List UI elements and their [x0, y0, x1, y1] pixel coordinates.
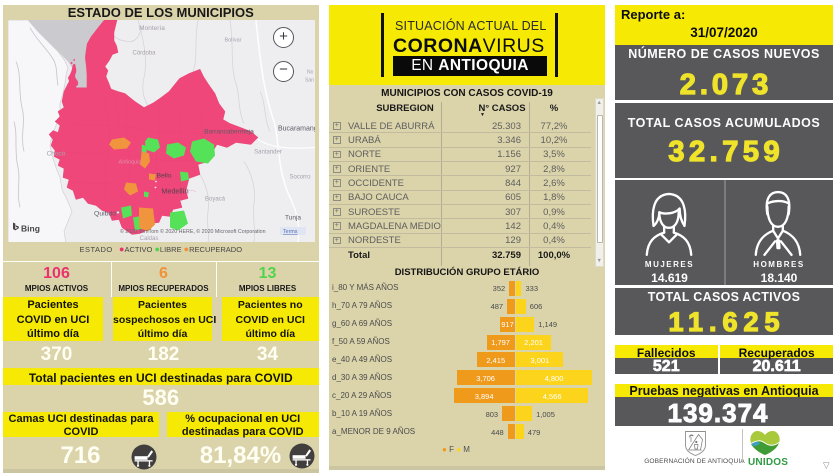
- svg-text:Barrancabermeja: Barrancabermeja: [204, 128, 254, 135]
- svg-text:© 2020 TomTom © 2020 HERE, © 2: © 2020 TomTom © 2020 HERE, © 2020 Micros…: [120, 228, 266, 235]
- svg-text:Medellín: Medellín: [161, 186, 188, 195]
- svg-text:Montería: Montería: [139, 25, 165, 32]
- svg-text:No: No: [307, 69, 314, 75]
- svg-text:Quibdó: Quibdó: [94, 210, 116, 217]
- svg-text:Bing: Bing: [21, 223, 40, 233]
- svg-text:Santander: Santander: [254, 149, 282, 155]
- svg-text:San: San: [305, 77, 314, 83]
- svg-text:Terms: Terms: [283, 229, 298, 235]
- svg-text:Socorro: Socorro: [289, 174, 311, 180]
- svg-text:Bolívar: Bolívar: [224, 37, 241, 43]
- svg-text:Córdoba: Córdoba: [132, 50, 156, 56]
- svg-text:Bello: Bello: [156, 172, 171, 179]
- svg-text:Boyacá: Boyacá: [205, 196, 226, 202]
- svg-text:Antioquia: Antioquia: [119, 159, 143, 165]
- svg-text:Chocó: Chocó: [47, 150, 66, 157]
- svg-text:Tunja: Tunja: [285, 214, 301, 221]
- svg-text:Bucaramanga: Bucaramanga: [278, 125, 315, 132]
- svg-text:Caldas: Caldas: [140, 236, 159, 242]
